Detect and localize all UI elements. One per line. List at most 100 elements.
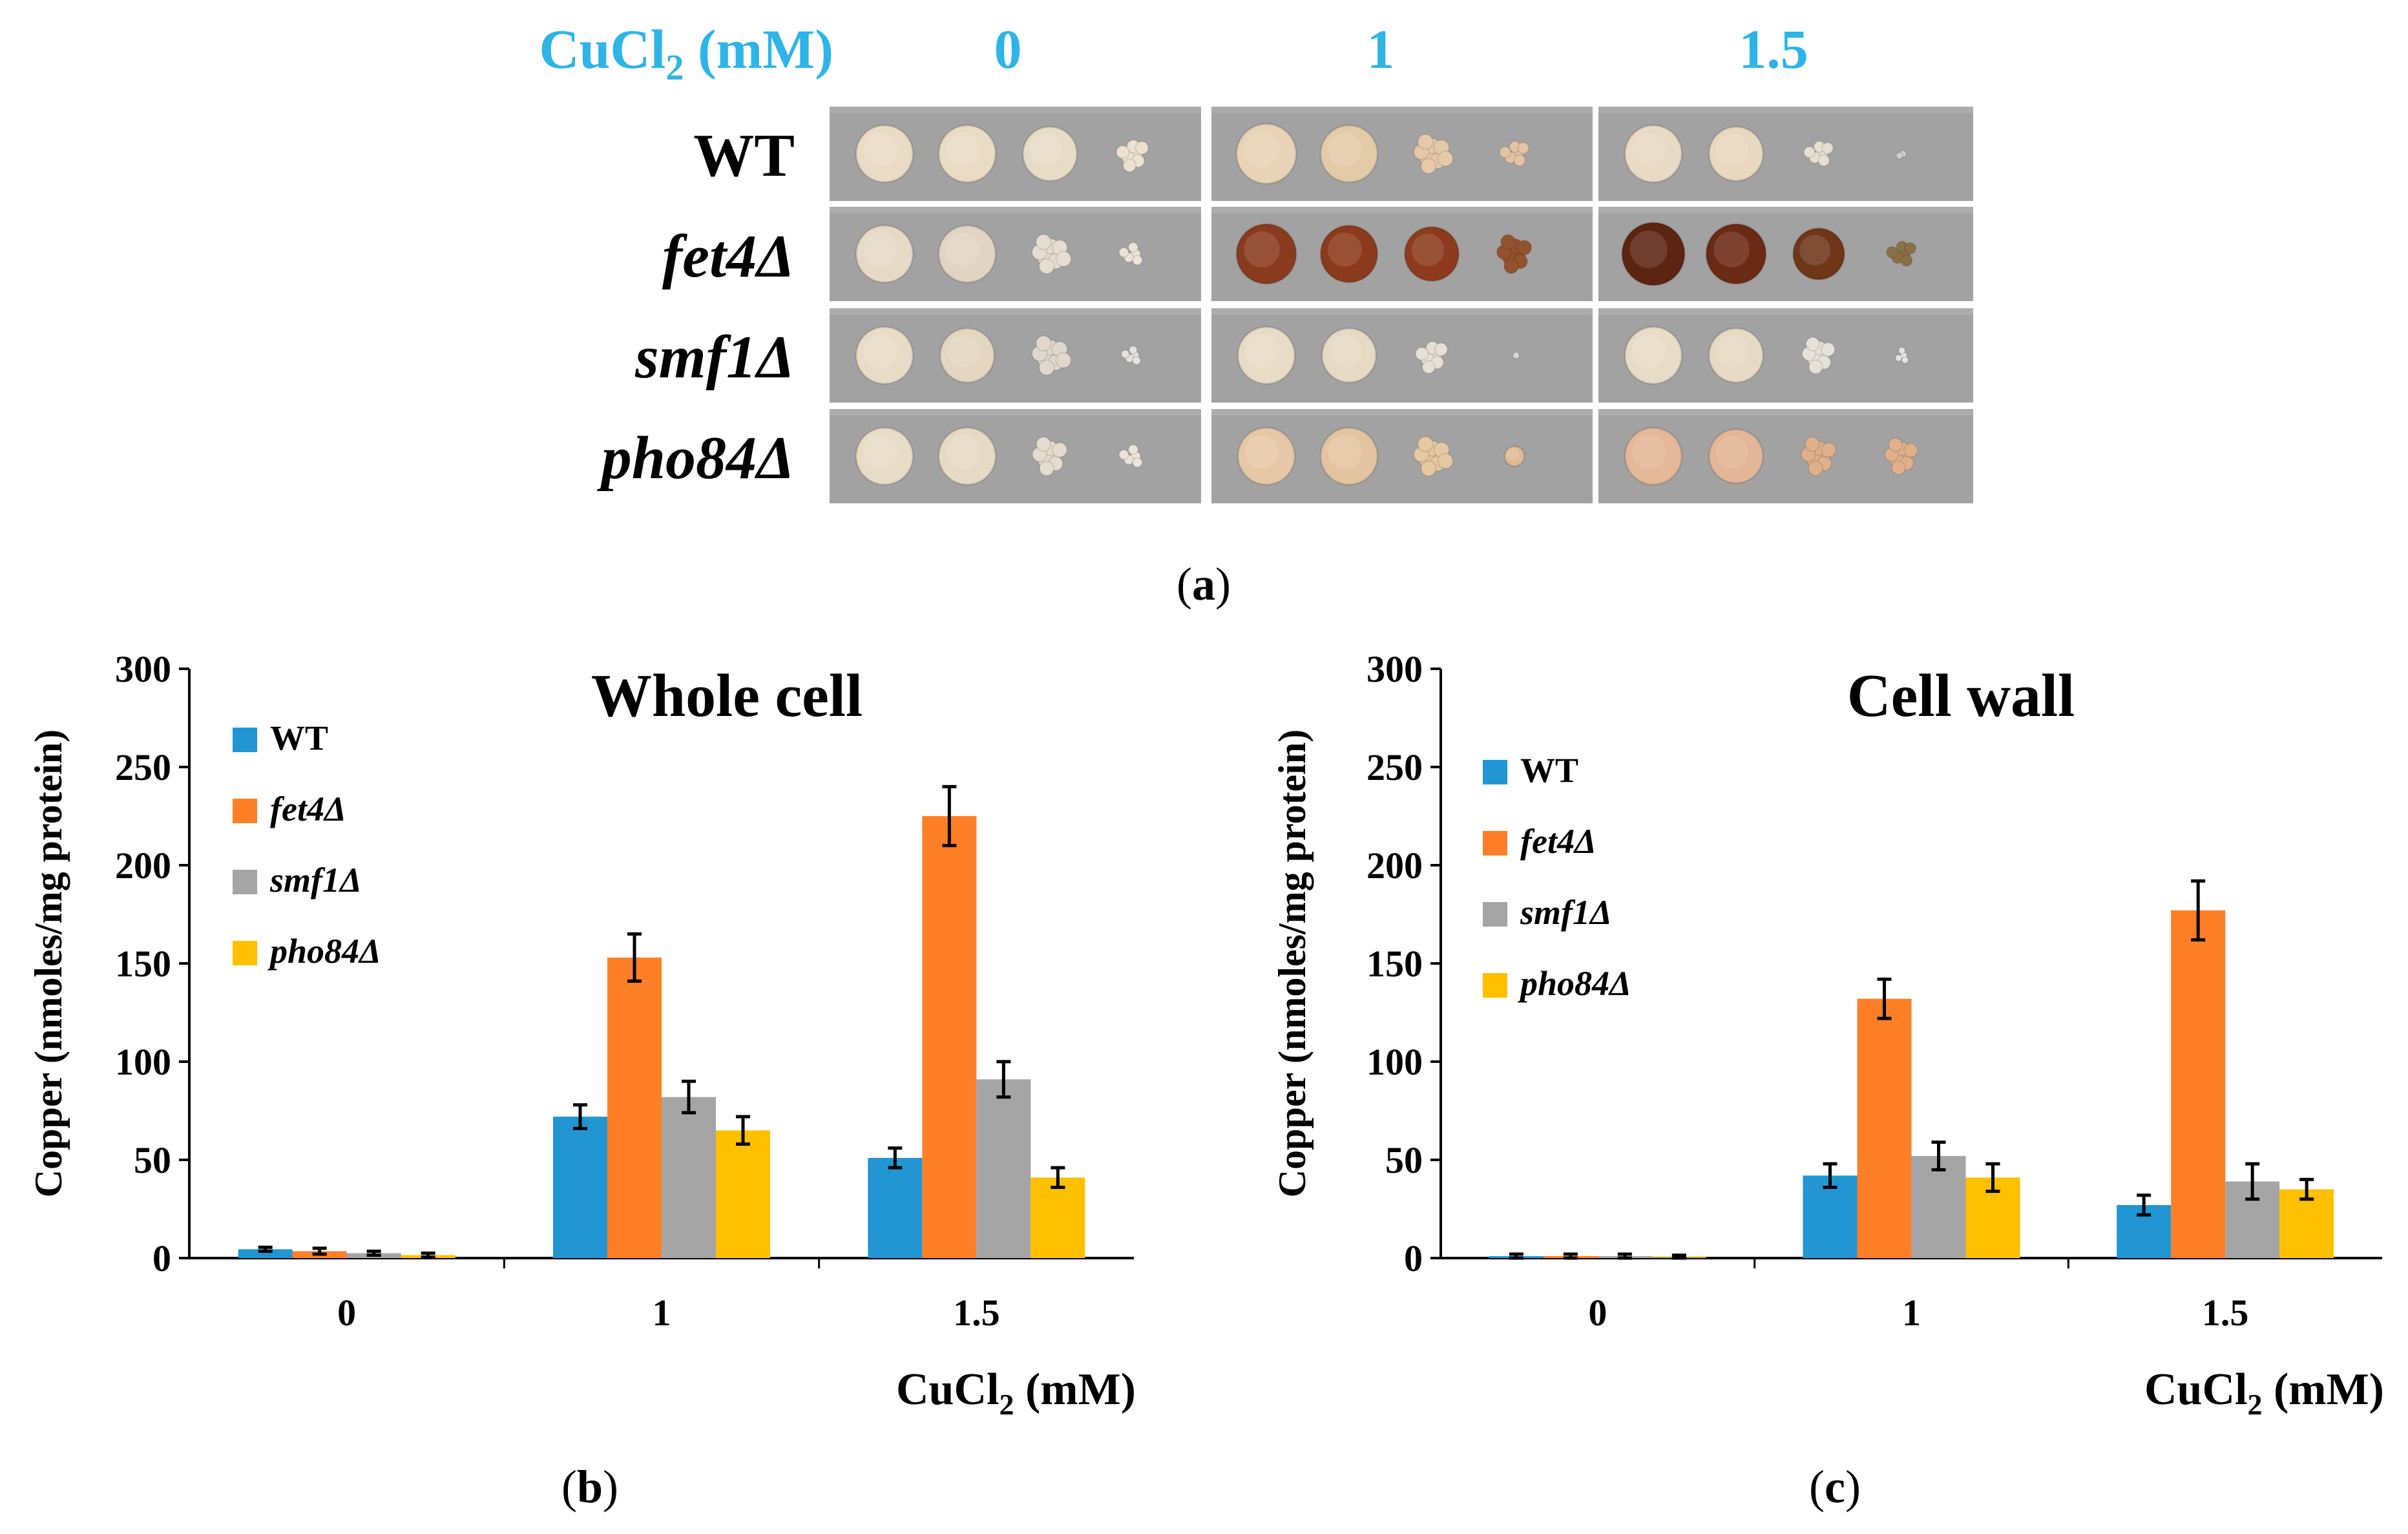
condition-label-1.5: 1.5 xyxy=(1739,18,1808,80)
colony-sheen xyxy=(1713,231,1750,268)
colony-sheen xyxy=(946,132,980,167)
header-unit: (mM) xyxy=(684,18,833,80)
colony-cluster xyxy=(1516,240,1533,256)
colony-cluster xyxy=(1118,449,1129,461)
colony-spot xyxy=(1624,426,1683,486)
colony-spot xyxy=(1321,327,1377,384)
colony-sheen xyxy=(1328,435,1362,469)
colony-sheen xyxy=(863,132,897,167)
colony-sheen xyxy=(1799,235,1830,266)
error-bar xyxy=(942,784,957,848)
error-bar xyxy=(312,1246,327,1256)
colony-sheen xyxy=(1411,233,1444,266)
colony-cluster xyxy=(1808,359,1823,375)
y-tick-label: 100 xyxy=(1366,1041,1423,1083)
x-axis-label-sub: 2 xyxy=(2247,1388,2262,1421)
y-tick-label: 50 xyxy=(1385,1139,1423,1181)
y-tick-label: 0 xyxy=(1404,1237,1423,1279)
plate-highlight xyxy=(830,308,1201,315)
colony-sheen xyxy=(1507,448,1519,461)
colony-spot xyxy=(1792,227,1846,281)
error-bar xyxy=(2245,1162,2260,1201)
chart-title: Cell wall xyxy=(1847,662,2075,730)
bar-WT-0 xyxy=(238,1249,293,1258)
colony-cluster xyxy=(1135,140,1149,155)
colony-cluster xyxy=(1434,342,1449,357)
colony-sheen xyxy=(1629,230,1668,268)
colony-cluster xyxy=(1513,154,1526,167)
colony-cluster xyxy=(1500,234,1516,250)
colony-cluster xyxy=(1901,356,1909,364)
colony-cluster xyxy=(1055,250,1072,268)
plate-highlight xyxy=(1598,107,1973,113)
plate-highlight xyxy=(1211,409,1593,415)
colony-cluster xyxy=(1038,359,1055,376)
error-bar xyxy=(1051,1166,1065,1190)
colony-spot xyxy=(1237,326,1296,385)
colony-sheen xyxy=(863,435,897,469)
x-tick-label: 1 xyxy=(653,1292,671,1334)
colony-cluster xyxy=(1055,352,1072,369)
colony-sheen xyxy=(1632,132,1666,167)
condition-label-1: 1 xyxy=(1367,18,1395,80)
y-tick-label: 150 xyxy=(1366,943,1423,985)
bar-fet4Δ-1.5 xyxy=(922,816,977,1258)
x-axis-label-sub: 2 xyxy=(999,1388,1014,1421)
bar-fet4Δ-1.5 xyxy=(2171,910,2226,1258)
colony-spot xyxy=(1624,124,1683,184)
error-bar xyxy=(888,1146,903,1170)
colony-cluster xyxy=(1120,349,1130,359)
colony-cluster xyxy=(1038,258,1055,275)
colony-sheen xyxy=(1632,334,1666,368)
bar-smf1Δ-1.5 xyxy=(976,1079,1031,1258)
error-bar xyxy=(258,1245,273,1253)
error-bar xyxy=(627,932,642,983)
colony-cluster xyxy=(1503,258,1520,275)
colony-spot xyxy=(1403,226,1460,282)
y-tick-label: 50 xyxy=(134,1139,171,1181)
panel-a: CuCl2 (mM) 0 1 1.5 WT fet4Δ smf1Δ pho84Δ… xyxy=(539,18,1973,610)
header-sub: 2 xyxy=(665,48,684,88)
strain-label-fet4: fet4Δ xyxy=(662,223,795,290)
bar-fet4Δ-1 xyxy=(607,957,662,1258)
colony-sheen xyxy=(947,335,979,368)
colony-cluster xyxy=(1420,460,1437,477)
error-bar xyxy=(366,1249,381,1257)
y-tick-label: 100 xyxy=(115,1041,171,1083)
legend-label: pho84Δ xyxy=(1518,964,1631,1003)
colony-spot xyxy=(1235,223,1297,285)
colony-sheen xyxy=(1245,435,1279,469)
plate-highlight xyxy=(830,107,1201,113)
colony-spot xyxy=(855,326,914,385)
error-bar xyxy=(2137,1193,2151,1217)
y-tick-label: 250 xyxy=(1366,746,1423,788)
error-bar xyxy=(736,1115,750,1146)
colony-cluster xyxy=(1132,255,1143,266)
colony-cluster xyxy=(1888,437,1903,452)
panel-label-b: (b) xyxy=(561,1461,618,1513)
colony-spot xyxy=(1621,222,1686,286)
colony-cluster xyxy=(1817,154,1830,167)
error-bar xyxy=(2191,879,2206,942)
colony-cluster xyxy=(1417,436,1434,453)
error-bar xyxy=(1563,1252,1578,1260)
bar-WT-1.5 xyxy=(868,1157,923,1258)
colony-cluster xyxy=(1904,242,1917,255)
colony-cluster xyxy=(1803,145,1816,159)
colony-sheen xyxy=(1715,335,1748,368)
whole-cell-chart: 0 50 100 150 200 250 300 Copper (nmoles/mg prot… xyxy=(27,648,1136,1421)
colony-sheen xyxy=(1245,334,1279,368)
plate-highlight xyxy=(830,409,1201,415)
legend-swatch xyxy=(233,941,257,965)
error-bar xyxy=(1509,1252,1523,1260)
colony-cluster xyxy=(1115,145,1130,160)
legend-swatch xyxy=(233,870,257,894)
colony-sheen xyxy=(1632,435,1666,469)
colony-spot xyxy=(937,224,997,284)
colony-spot xyxy=(855,224,914,284)
colony-cluster xyxy=(1417,133,1434,151)
colony-sheen xyxy=(1328,335,1361,368)
bar-pho84Δ-1.5 xyxy=(2279,1189,2334,1258)
panel-label-a: (a) xyxy=(1177,558,1231,610)
